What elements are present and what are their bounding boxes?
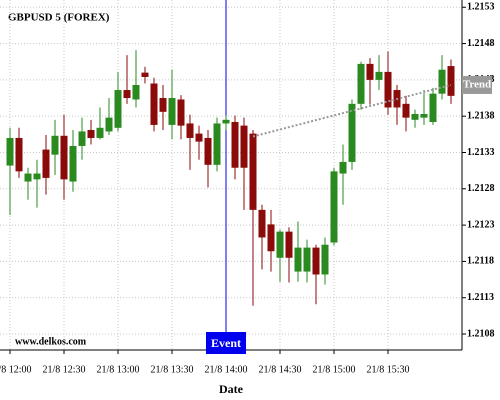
candle-body [33, 173, 41, 180]
candle-body [285, 231, 293, 258]
candle-body [60, 135, 68, 180]
candle-body [321, 244, 329, 275]
candle-body [69, 145, 77, 182]
candle-body [123, 90, 131, 99]
candle-body [294, 247, 302, 272]
y-tick-label: 1.2153 [467, 2, 495, 13]
candle-body [384, 71, 392, 108]
candle-body [339, 161, 347, 174]
candle-body [411, 114, 419, 120]
candle-body [267, 224, 275, 252]
candle-body [132, 84, 140, 100]
x-tick-label: 21/8 12:00 [0, 364, 32, 375]
candle-body [366, 63, 374, 80]
candle-body [330, 171, 338, 243]
candle-body [15, 137, 23, 172]
candle-body [222, 119, 230, 124]
watermark: www.delkos.com [15, 336, 87, 347]
candle-body [420, 114, 428, 118]
x-tick-label: 21/8 15:30 [366, 364, 409, 375]
candle-body [231, 121, 239, 168]
candle-body [168, 98, 176, 125]
y-tick-label: 1.2123 [467, 219, 495, 230]
x-tick-label: 21/8 15:00 [312, 364, 355, 375]
x-tick-label: 21/8 13:30 [150, 364, 193, 375]
x-tick-label: 21/8 14:00 [204, 364, 247, 375]
candle-body [114, 90, 122, 128]
candle-body [42, 149, 50, 178]
x-axis-label: Date [219, 382, 244, 396]
y-tick-label: 1.2118 [467, 256, 494, 267]
y-tick-label: 1.2108 [467, 328, 495, 339]
candle-body [186, 123, 194, 138]
candle-body [357, 63, 365, 104]
y-tick-label: 1.2113 [467, 292, 494, 303]
candle-body [447, 66, 455, 96]
event-label-box [206, 332, 246, 354]
candle-body [303, 247, 311, 272]
x-tick-label: 21/8 12:30 [42, 364, 85, 375]
candle-body [24, 173, 32, 182]
candle-body [6, 137, 14, 166]
chart-title: GBPUSD 5 (FOREX) [8, 12, 110, 24]
candle-body [240, 125, 248, 168]
x-tick-label: 21/8 13:00 [96, 364, 139, 375]
y-tick-label: 1.2148 [467, 38, 495, 49]
event-label: Event [211, 336, 241, 350]
candle-body [312, 247, 320, 275]
candle-body [348, 103, 356, 162]
candle-body [141, 72, 149, 77]
candle-body [438, 69, 446, 94]
candle-body [258, 209, 266, 238]
candle-body [429, 93, 437, 122]
trend-label: Trend [463, 78, 491, 90]
candle-body [159, 98, 167, 112]
candle-body [150, 83, 158, 125]
candle-body [375, 71, 383, 80]
candle-body [87, 129, 95, 138]
candle-body [96, 127, 104, 138]
candle-body [78, 131, 86, 146]
candle-body [51, 135, 59, 155]
candle-body [204, 137, 212, 165]
candle-body [249, 133, 257, 210]
y-tick-label: 1.2133 [467, 147, 495, 158]
y-tick-label: 1.2138 [467, 110, 495, 121]
y-tick-label: 1.2128 [467, 183, 495, 194]
candle-body [195, 133, 203, 142]
trend-label-box [462, 75, 492, 94]
x-tick-label: 21/8 14:30 [258, 364, 301, 375]
candle-body [177, 99, 185, 126]
candle-body [213, 123, 221, 165]
candle-body [105, 117, 113, 132]
candle-body [276, 231, 284, 258]
candle-body [402, 103, 410, 118]
